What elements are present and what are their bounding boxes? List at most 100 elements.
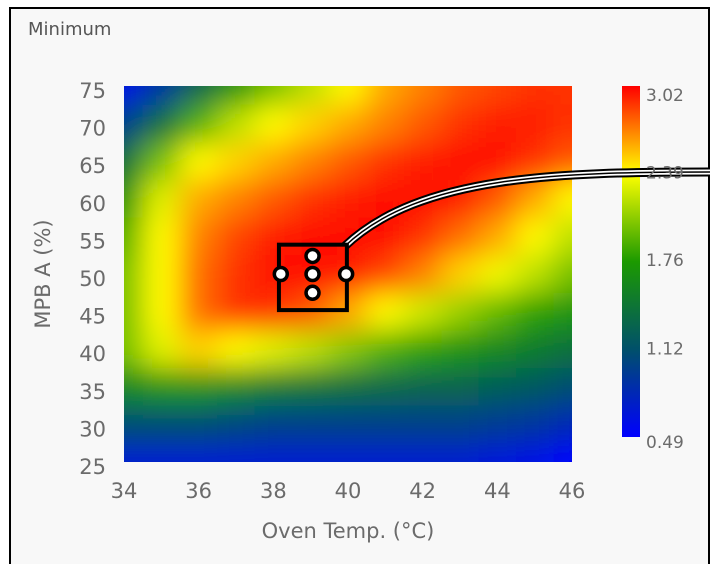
heat-cell [366, 443, 405, 462]
heat-cell [142, 217, 181, 257]
heat-cell [180, 292, 219, 332]
heat-cell [441, 330, 480, 369]
heat-cell [553, 405, 572, 445]
y-tick-label: 30 [79, 417, 106, 441]
heat-cell [217, 443, 256, 462]
colorbar-tick-label: 1.76 [646, 251, 684, 271]
y-tick-label: 65 [79, 154, 106, 178]
heat-cell [180, 86, 219, 106]
heat-cell [254, 292, 293, 332]
heat-cell [124, 217, 144, 257]
heat-cell [404, 368, 443, 407]
heat-cell [217, 86, 256, 106]
heat-cell [180, 443, 219, 462]
heat-cell [516, 217, 555, 257]
heat-cell [404, 443, 443, 462]
design-point [337, 265, 355, 283]
heat-cell [329, 86, 368, 106]
heat-cell [329, 142, 368, 181]
heat-cell [124, 104, 144, 144]
heat-cell [217, 368, 256, 407]
heat-cell [441, 104, 480, 144]
heat-cell [217, 217, 256, 257]
heat-cell [553, 86, 572, 106]
heat-cell [254, 330, 293, 369]
x-tick-label: 40 [335, 479, 362, 503]
heat-cell [404, 255, 443, 294]
heat-cell [217, 180, 256, 219]
heat-cell [217, 405, 256, 445]
heat-cell [180, 368, 219, 407]
heat-cell [124, 405, 144, 445]
design-point [304, 247, 321, 265]
heat-cell [142, 104, 181, 144]
heat-cell [292, 405, 331, 445]
heat-cell [217, 255, 256, 294]
heat-cell [142, 86, 181, 106]
heat-cell [404, 405, 443, 445]
heat-cell [553, 368, 572, 407]
heat-cell [404, 104, 443, 144]
heat-cell [142, 330, 181, 369]
heat-cell [292, 142, 331, 181]
heat-cell [180, 217, 219, 257]
y-tick-label: 45 [79, 305, 106, 329]
heat-cell [441, 405, 480, 445]
heat-cell [441, 255, 480, 294]
heat-cell [553, 217, 572, 257]
heatmap-cells [124, 86, 572, 462]
x-tick-label: 44 [484, 479, 511, 503]
x-tick-label: 38 [260, 479, 287, 503]
heat-cell [292, 443, 331, 462]
heat-cell [516, 443, 555, 462]
heat-cell [516, 368, 555, 407]
heat-cell [478, 330, 517, 369]
heat-cell [180, 405, 219, 445]
heat-cell [329, 104, 368, 144]
heat-cell [441, 217, 480, 257]
heat-cell [292, 330, 331, 369]
y-tick-label: 75 [79, 79, 106, 103]
heat-cell [292, 104, 331, 144]
heat-cell [180, 104, 219, 144]
heat-cell [478, 86, 517, 106]
heat-cell [404, 292, 443, 332]
heat-cell [516, 104, 555, 144]
heat-cell [329, 443, 368, 462]
heat-cell [553, 443, 572, 462]
heat-cell [366, 368, 405, 407]
colorbar-tick-label: 0.49 [646, 433, 684, 453]
heat-cell [478, 104, 517, 144]
heat-cell [142, 368, 181, 407]
overlay [272, 242, 355, 313]
heat-cell [254, 104, 293, 144]
heat-cell [404, 330, 443, 369]
heat-cell [142, 405, 181, 445]
heat-cell [180, 255, 219, 294]
y-tick-label: 35 [79, 380, 106, 404]
x-tick-label: 46 [559, 479, 586, 503]
heat-cell [329, 180, 368, 219]
heat-cell [142, 443, 181, 462]
heat-cell [441, 142, 480, 181]
heat-cell [292, 368, 331, 407]
heat-cell [478, 255, 517, 294]
x-tick-label: 36 [185, 479, 212, 503]
heat-cell [254, 443, 293, 462]
heat-cell [124, 368, 144, 407]
heat-cell [366, 330, 405, 369]
heat-cell [124, 443, 144, 462]
heat-cell [124, 86, 144, 106]
heat-cell [254, 405, 293, 445]
heat-cell [124, 292, 144, 332]
heat-cell [478, 443, 517, 462]
heat-cell [329, 330, 368, 369]
colorbar-tick-label: 3.02 [646, 86, 684, 106]
y-axis-label: MPB A (%) [31, 219, 55, 328]
heat-cell [478, 292, 517, 332]
heat-cell [254, 86, 293, 106]
heat-cell [516, 255, 555, 294]
heat-cell [441, 86, 480, 106]
heat-cell [329, 368, 368, 407]
heat-cell [180, 330, 219, 369]
